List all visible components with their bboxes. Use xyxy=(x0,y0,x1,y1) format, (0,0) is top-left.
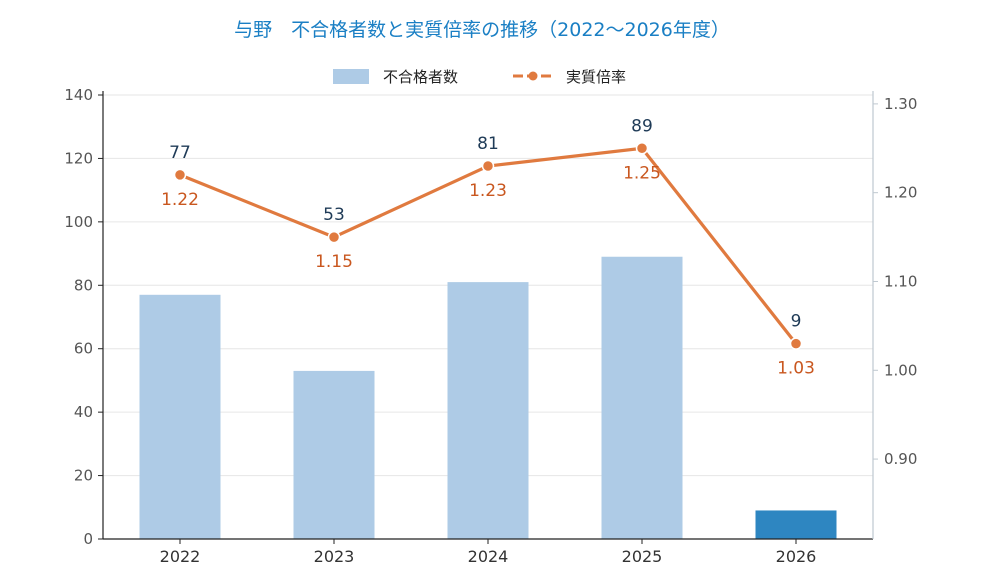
rate-value-label-2023: 1.15 xyxy=(315,252,353,272)
bar-value-label-2024: 81 xyxy=(477,134,499,154)
x-tick-label-2024: 2024 xyxy=(468,547,509,566)
x-tick-label-2023: 2023 xyxy=(314,547,355,566)
left-axis-ticks: 0 20 40 60 80 100 120 140 xyxy=(64,86,103,548)
bar-value-label-2026: 9 xyxy=(791,312,802,332)
right-tick-label-3: 1.20 xyxy=(884,184,917,202)
data-labels: 77 53 81 89 9 1.22 1.15 1.23 1.25 1.03 xyxy=(161,116,815,378)
x-tick-label-2025: 2025 xyxy=(622,547,663,566)
bar-2022 xyxy=(139,294,221,539)
left-tick-label-5: 100 xyxy=(64,213,93,231)
bar-2026 xyxy=(755,510,837,539)
rate-value-label-2025: 1.25 xyxy=(623,163,661,183)
chart-title: 与野 不合格者数と実質倍率の推移（2022〜2026年度） xyxy=(234,19,730,41)
rate-value-label-2024: 1.23 xyxy=(469,181,507,201)
right-tick-label-0: 0.90 xyxy=(884,450,917,468)
x-tick-label-2022: 2022 xyxy=(160,547,201,566)
x-tick-label-2026: 2026 xyxy=(776,547,817,566)
rate-point-2024 xyxy=(481,159,495,173)
left-tick-label-1: 20 xyxy=(74,467,93,485)
rate-value-label-2026: 1.03 xyxy=(777,359,815,379)
legend-line-label: 実質倍率 xyxy=(566,68,626,86)
left-tick-label-3: 60 xyxy=(74,340,93,358)
left-tick-label-2: 40 xyxy=(74,403,93,421)
rate-point-2022 xyxy=(173,168,187,182)
legend-bar-swatch xyxy=(333,69,369,84)
left-tick-label-6: 120 xyxy=(64,149,93,167)
right-tick-label-2: 1.10 xyxy=(884,272,917,290)
bar-2024 xyxy=(447,282,529,539)
left-tick-label-0: 0 xyxy=(83,530,93,548)
rate-value-label-2022: 1.22 xyxy=(161,190,199,210)
x-axis-ticks: 2022 2023 2024 2025 2026 xyxy=(160,539,817,566)
left-tick-label-7: 140 xyxy=(64,86,93,104)
bar-value-label-2022: 77 xyxy=(169,143,191,163)
rate-point-2026 xyxy=(789,337,803,350)
legend: 不合格者数 実質倍率 xyxy=(333,68,626,86)
bar-2025 xyxy=(601,256,683,539)
right-tick-label-1: 1.00 xyxy=(884,361,917,379)
right-tick-label-4: 1.30 xyxy=(884,95,917,113)
left-tick-label-4: 80 xyxy=(74,276,93,294)
bar-value-label-2025: 89 xyxy=(631,116,653,136)
bar-2023 xyxy=(293,370,375,539)
bars xyxy=(139,256,837,539)
rate-line xyxy=(173,142,803,350)
rate-point-2025 xyxy=(635,142,649,155)
right-axis-ticks: 0.90 1.00 1.10 1.20 1.30 xyxy=(873,95,917,468)
legend-line-marker xyxy=(528,71,538,81)
bar-value-label-2023: 53 xyxy=(323,205,345,225)
rate-point-2023 xyxy=(327,230,341,244)
legend-bar-label: 不合格者数 xyxy=(383,68,458,86)
